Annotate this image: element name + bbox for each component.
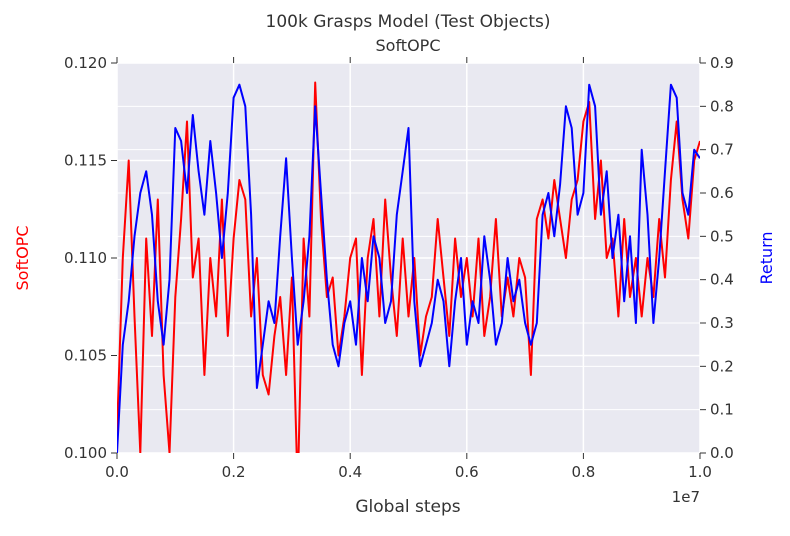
x-axis-scale-label: 1e7: [672, 488, 700, 506]
grid-lines: [116, 62, 701, 454]
series-lines: [117, 81, 700, 453]
y-right-tick-label: 0.4: [710, 271, 734, 289]
x-tick-label: 0.4: [338, 463, 362, 481]
y-left-tick-label: 0.110: [64, 249, 107, 267]
return-series-line: [117, 83, 700, 453]
y-left-tick-label: 0.105: [64, 347, 107, 365]
y-axis-label-left: SoftOPC: [13, 226, 32, 291]
y-right-tick-label: 0.7: [710, 141, 734, 159]
y-axis-label-right: Return: [757, 231, 776, 284]
y-right-tick-label: 0.1: [710, 401, 734, 419]
y-right-tick-label: 0.8: [710, 97, 734, 115]
x-tick-label: 0.0: [105, 463, 129, 481]
y-right-tick-label: 0.5: [710, 227, 734, 245]
x-axis-label: Global steps: [355, 497, 460, 517]
y-right-tick-label: 0.3: [710, 314, 734, 332]
y-right-tick-label: 0.0: [710, 444, 734, 462]
chart-subtitle: SoftOPC: [376, 36, 441, 55]
y-left-tick-label: 0.100: [64, 444, 107, 462]
chart-title: 100k Grasps Model (Test Objects): [266, 12, 551, 32]
x-tick-label: 0.6: [455, 463, 479, 481]
x-tick-label: 1.0: [688, 463, 712, 481]
y-right-tick-label: 0.9: [710, 54, 734, 72]
axes: 0.0 0.2 0.4 0.6 0.8 1.0 0.100 0.105 0.110 0.115 0.…: [64, 54, 734, 481]
y-left-tick-label: 0.120: [64, 54, 107, 72]
y-right-tick-label: 0.6: [710, 184, 734, 202]
y-left-tick-label: 0.115: [64, 152, 107, 170]
x-tick-label: 0.8: [571, 463, 595, 481]
y-right-tick-label: 0.2: [710, 357, 734, 375]
x-tick-label: 0.2: [222, 463, 246, 481]
